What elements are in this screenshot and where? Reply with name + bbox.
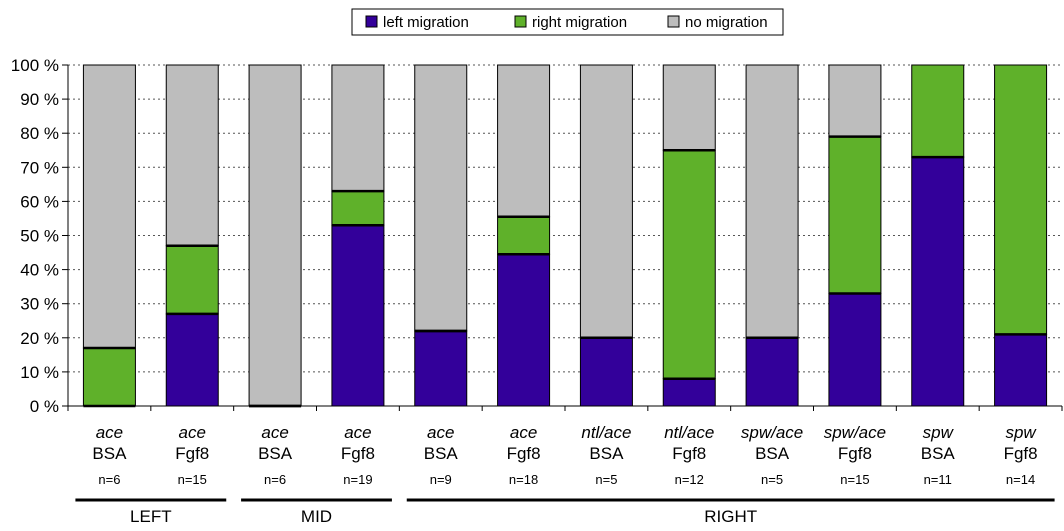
legend-label-0: left migration <box>383 14 469 31</box>
x-label-top: ntl/ace <box>664 423 714 442</box>
y-tick-label: 100 % <box>11 56 59 75</box>
x-label-bottom: BSA <box>589 444 624 463</box>
group-labels: LEFT MID RIGHT <box>75 498 1055 526</box>
bars <box>82 64 1048 408</box>
y-tick-label: 70 % <box>20 158 59 177</box>
x-label-bottom: Fgf8 <box>341 444 375 463</box>
group-label: LEFT <box>130 507 172 526</box>
x-label-top: ace <box>510 423 537 442</box>
bar-segment <box>165 64 219 247</box>
y-tick-label: 40 % <box>20 261 59 280</box>
x-label-top: ace <box>96 423 123 442</box>
bar-segment <box>248 64 302 407</box>
y-tick-label: 0 % <box>30 397 59 416</box>
x-label-top: spw <box>923 423 955 442</box>
y-tick-label: 50 % <box>20 227 59 246</box>
sample-size-label: n=19 <box>343 472 372 487</box>
legend-swatch-2 <box>667 15 680 28</box>
x-label-bottom: Fgf8 <box>672 444 706 463</box>
legend-label-2: no migration <box>685 14 768 31</box>
y-axis-ticks: 0 % 10 % 20 % 30 % 40 % 50 % 60 % 70 % 80 % 90 % 1… <box>11 56 68 416</box>
bar-segment <box>828 64 882 138</box>
y-tick-label: 80 % <box>20 124 59 143</box>
x-label-top: ntl/ace <box>581 423 631 442</box>
bar-segment <box>331 224 385 407</box>
bar-segment <box>994 64 1048 335</box>
bar-segment <box>497 64 551 218</box>
bar-segment <box>994 333 1048 407</box>
sample-size-label: n=15 <box>178 472 207 487</box>
x-label-top: spw/ace <box>824 423 886 442</box>
y-tick-label: 90 % <box>20 90 59 109</box>
group-label: MID <box>301 507 332 526</box>
y-tick-label: 10 % <box>20 363 59 382</box>
x-label-bottom: BSA <box>92 444 127 463</box>
bar-segment <box>579 337 633 407</box>
sample-size-label: n=5 <box>595 472 617 487</box>
x-label-top: spw <box>1005 423 1037 442</box>
bar-segment <box>662 64 716 151</box>
x-label-bottom: Fgf8 <box>838 444 872 463</box>
x-label-bottom: Fgf8 <box>1004 444 1038 463</box>
x-label-bottom: Fgf8 <box>175 444 209 463</box>
bar-segment <box>745 337 799 407</box>
y-tick-label: 60 % <box>20 192 59 211</box>
sample-size-label: n=15 <box>840 472 869 487</box>
sample-size-label: n=6 <box>264 472 286 487</box>
legend-box <box>351 8 784 36</box>
bar-segment <box>662 378 716 407</box>
x-label-bottom: BSA <box>921 444 956 463</box>
bar-segment <box>331 190 385 226</box>
bar-segment <box>497 253 551 407</box>
bar-segment <box>828 136 882 294</box>
bar-segment <box>662 149 716 380</box>
bar-segment <box>414 330 468 407</box>
legend-swatch-1 <box>514 15 527 28</box>
group-label: RIGHT <box>704 507 757 526</box>
bar-segment <box>165 245 219 315</box>
x-label-bottom: BSA <box>755 444 790 463</box>
gridlines <box>68 64 1062 373</box>
x-label-top: spw/ace <box>741 423 803 442</box>
sample-size-label: n=11 <box>924 472 952 487</box>
x-label-bottom: BSA <box>258 444 293 463</box>
legend-swatch-0 <box>365 15 378 28</box>
bar-segment <box>414 64 468 332</box>
bar-segment <box>911 156 965 407</box>
bar-segment <box>828 292 882 407</box>
bar-segment <box>579 64 633 339</box>
sample-size-label: n=12 <box>675 472 704 487</box>
bar-segment <box>165 313 219 407</box>
x-label-top: ace <box>179 423 206 442</box>
sample-size-label: n=5 <box>761 472 783 487</box>
sample-size-label: n=18 <box>509 472 538 487</box>
sample-size-label: n=6 <box>98 472 120 487</box>
bar-segment <box>82 347 136 407</box>
legend-label-1: right migration <box>532 14 627 31</box>
sample-size-label: n=9 <box>430 472 452 487</box>
bar-segment <box>331 64 385 192</box>
bar-segment <box>911 64 965 158</box>
x-label-bottom: Fgf8 <box>507 444 541 463</box>
bar-segment <box>745 64 799 339</box>
sample-size-label: n=14 <box>1006 472 1035 487</box>
x-axis-labels: ace BSA n=6 ace Fgf8 n=15 ace BSA n=6 ace Fgf8 n=19… <box>92 423 1037 487</box>
x-label-top: ace <box>427 423 454 442</box>
y-tick-label: 20 % <box>20 329 59 348</box>
bar-segment <box>82 64 136 349</box>
x-label-bottom: BSA <box>424 444 459 463</box>
legend: left migration right migration no migratio… <box>351 8 784 36</box>
y-tick-label: 30 % <box>20 295 59 314</box>
x-label-top: ace <box>344 423 371 442</box>
bar-segment <box>497 216 551 255</box>
x-label-top: ace <box>261 423 288 442</box>
